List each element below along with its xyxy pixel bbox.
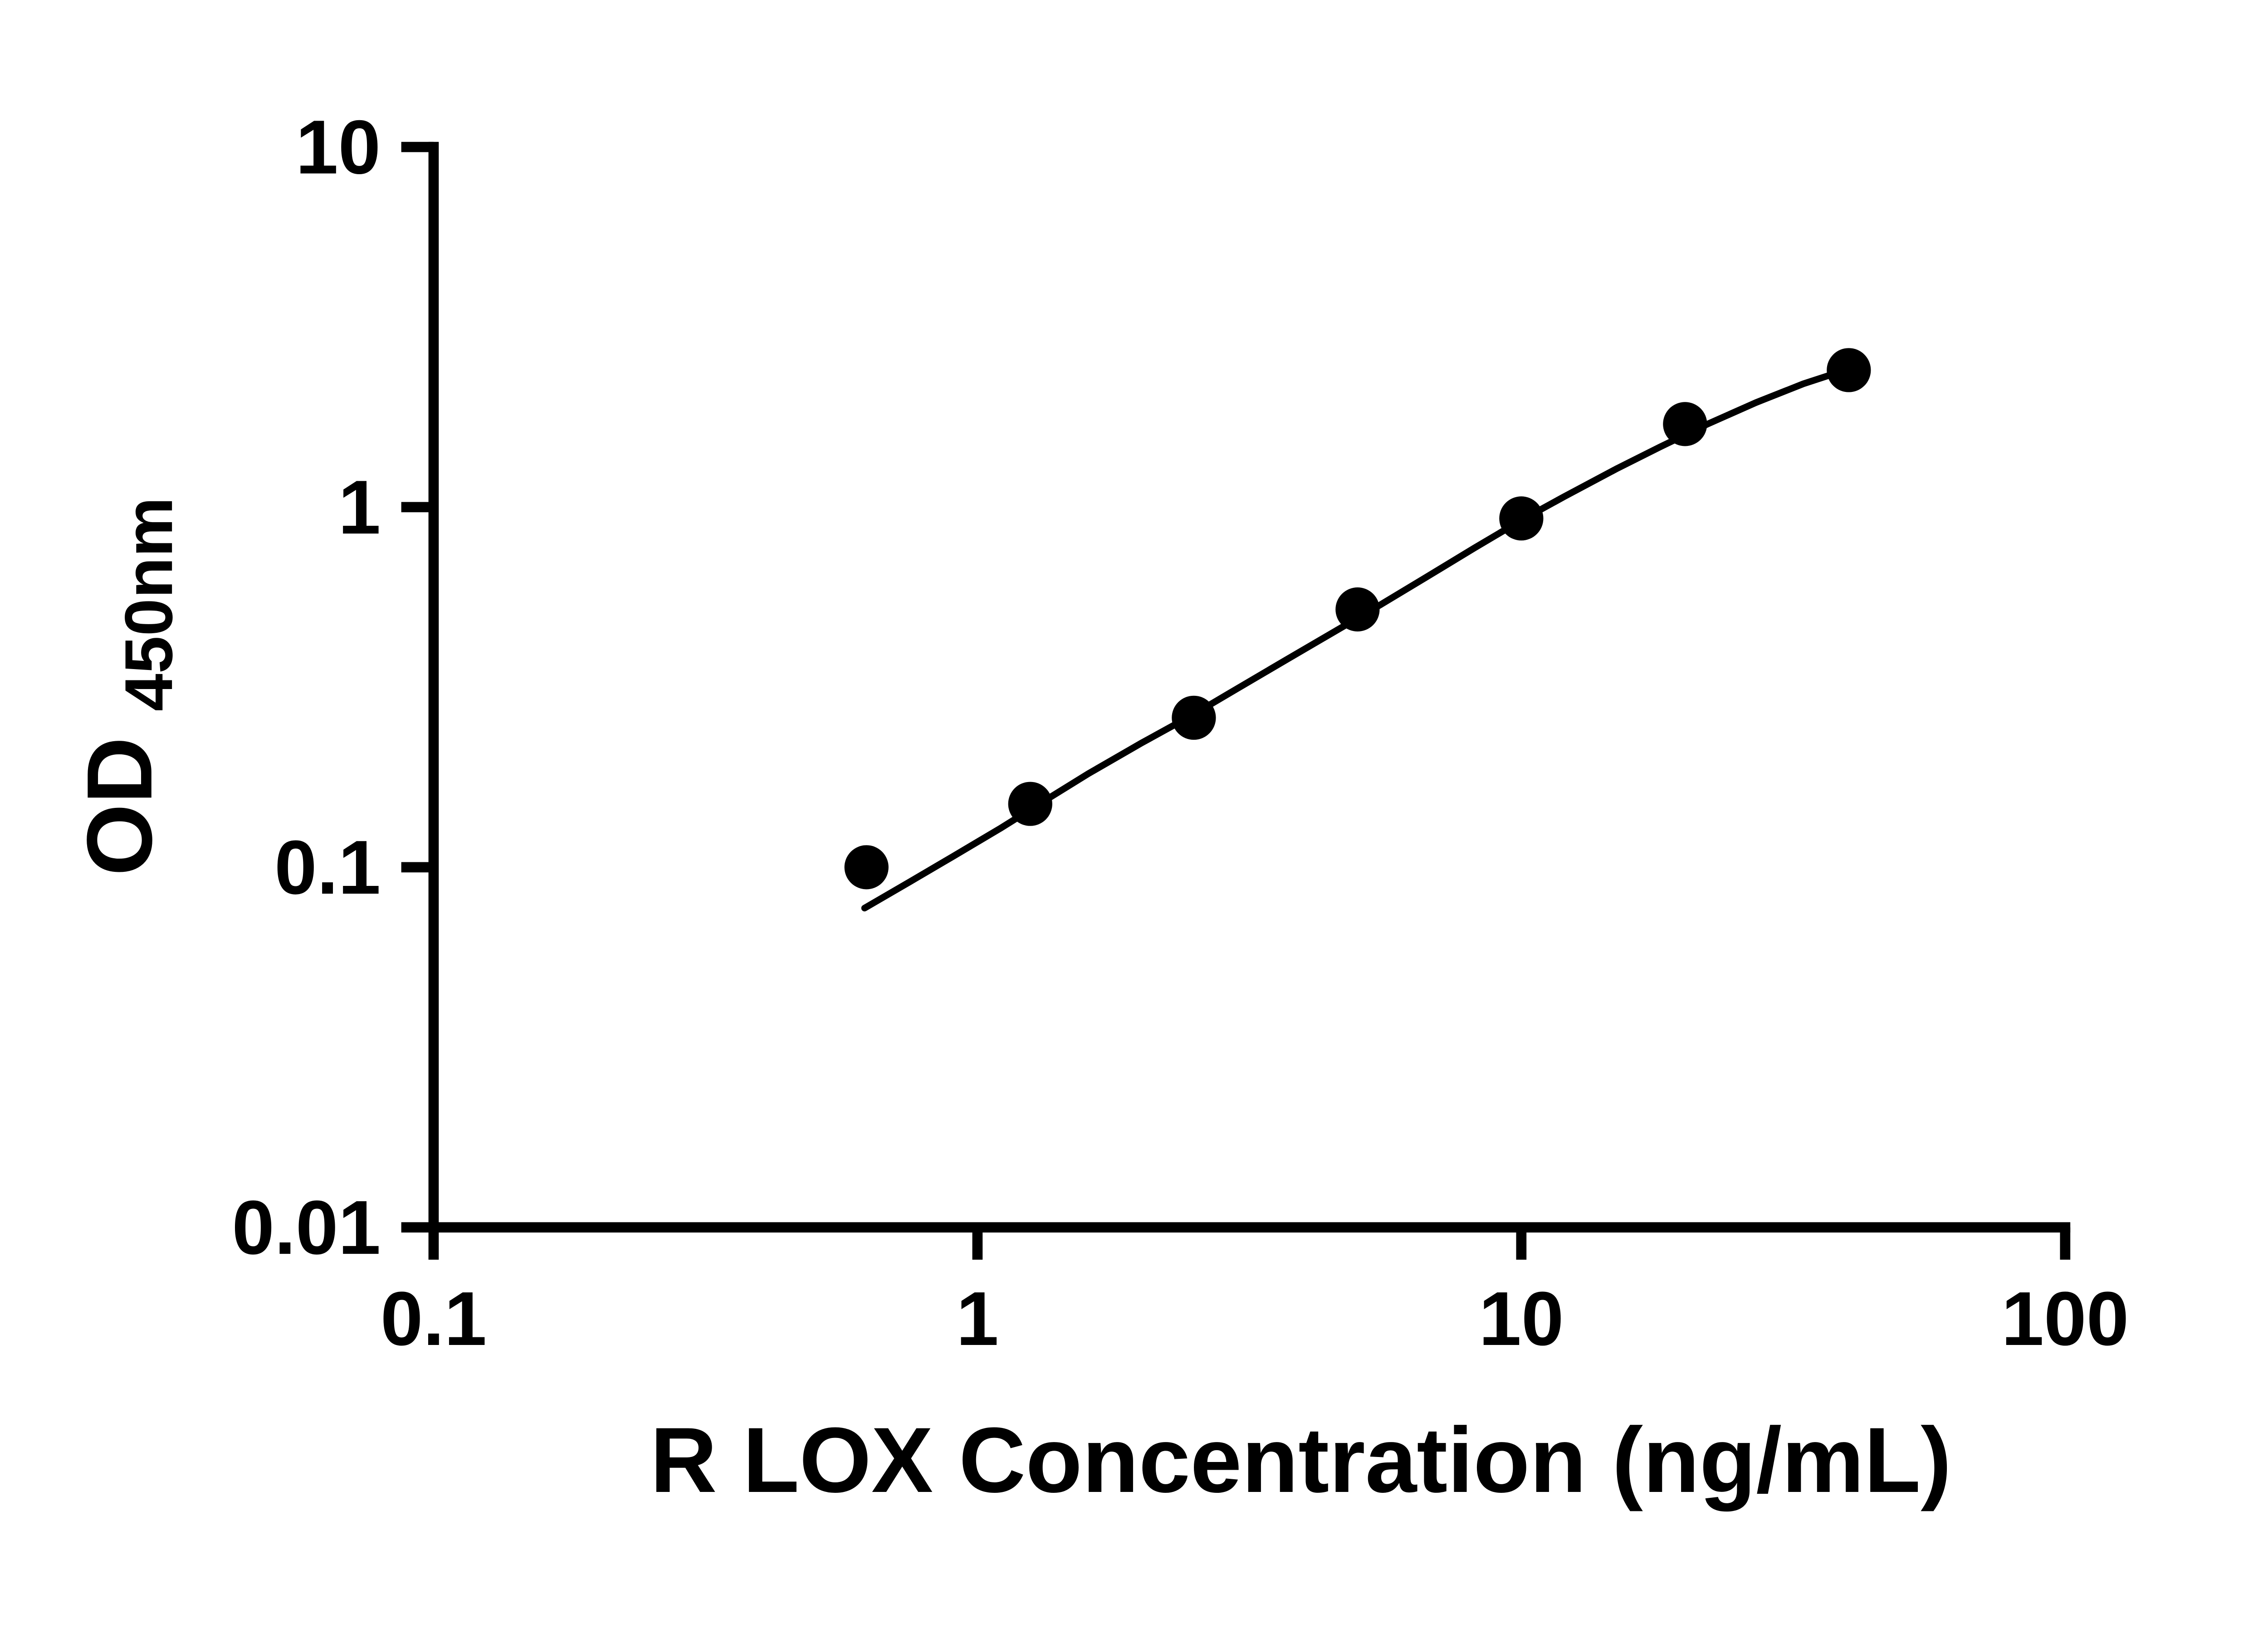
y-axis-title: OD 450nm: [68, 497, 186, 876]
y-tick-labels: 0.01 0.1 1 10: [232, 104, 381, 1270]
y-tick-label: 10: [296, 104, 381, 190]
data-point: [1172, 695, 1216, 740]
data-points: [844, 348, 1871, 890]
x-tick-label: 100: [2001, 1276, 2129, 1361]
fit-curve: [861, 366, 1853, 912]
data-point: [844, 845, 889, 890]
x-ticks: [428, 1227, 2071, 1260]
y-tick-label: 0.1: [274, 824, 381, 910]
x-tick-labels: 0.1 1 10 100: [381, 1276, 2129, 1361]
x-tick-label: 10: [1479, 1276, 1564, 1361]
y-tick-label: 1: [338, 464, 381, 550]
x-tick-label: 1: [956, 1276, 999, 1361]
y-axis-title-subscript: 450nm: [111, 497, 186, 711]
y-axis-title-main: OD: [68, 737, 171, 876]
x-tick-label: 0.1: [381, 1276, 487, 1361]
data-point: [1663, 402, 1707, 446]
x-axis-title: R LOX Concentration (ng/mL): [650, 1408, 1951, 1512]
data-point: [1008, 782, 1052, 826]
data-point: [1827, 348, 1871, 392]
data-point: [1499, 496, 1544, 541]
y-ticks: [401, 142, 434, 1233]
data-point: [1335, 587, 1380, 632]
axis-lines: [428, 142, 2071, 1233]
elisa-standard-curve-figure: 0.1 1 10 100 0.01 0.1 1 10 R LOX Concentration…: [68, 104, 2129, 1512]
y-tick-label: 0.01: [232, 1184, 381, 1270]
